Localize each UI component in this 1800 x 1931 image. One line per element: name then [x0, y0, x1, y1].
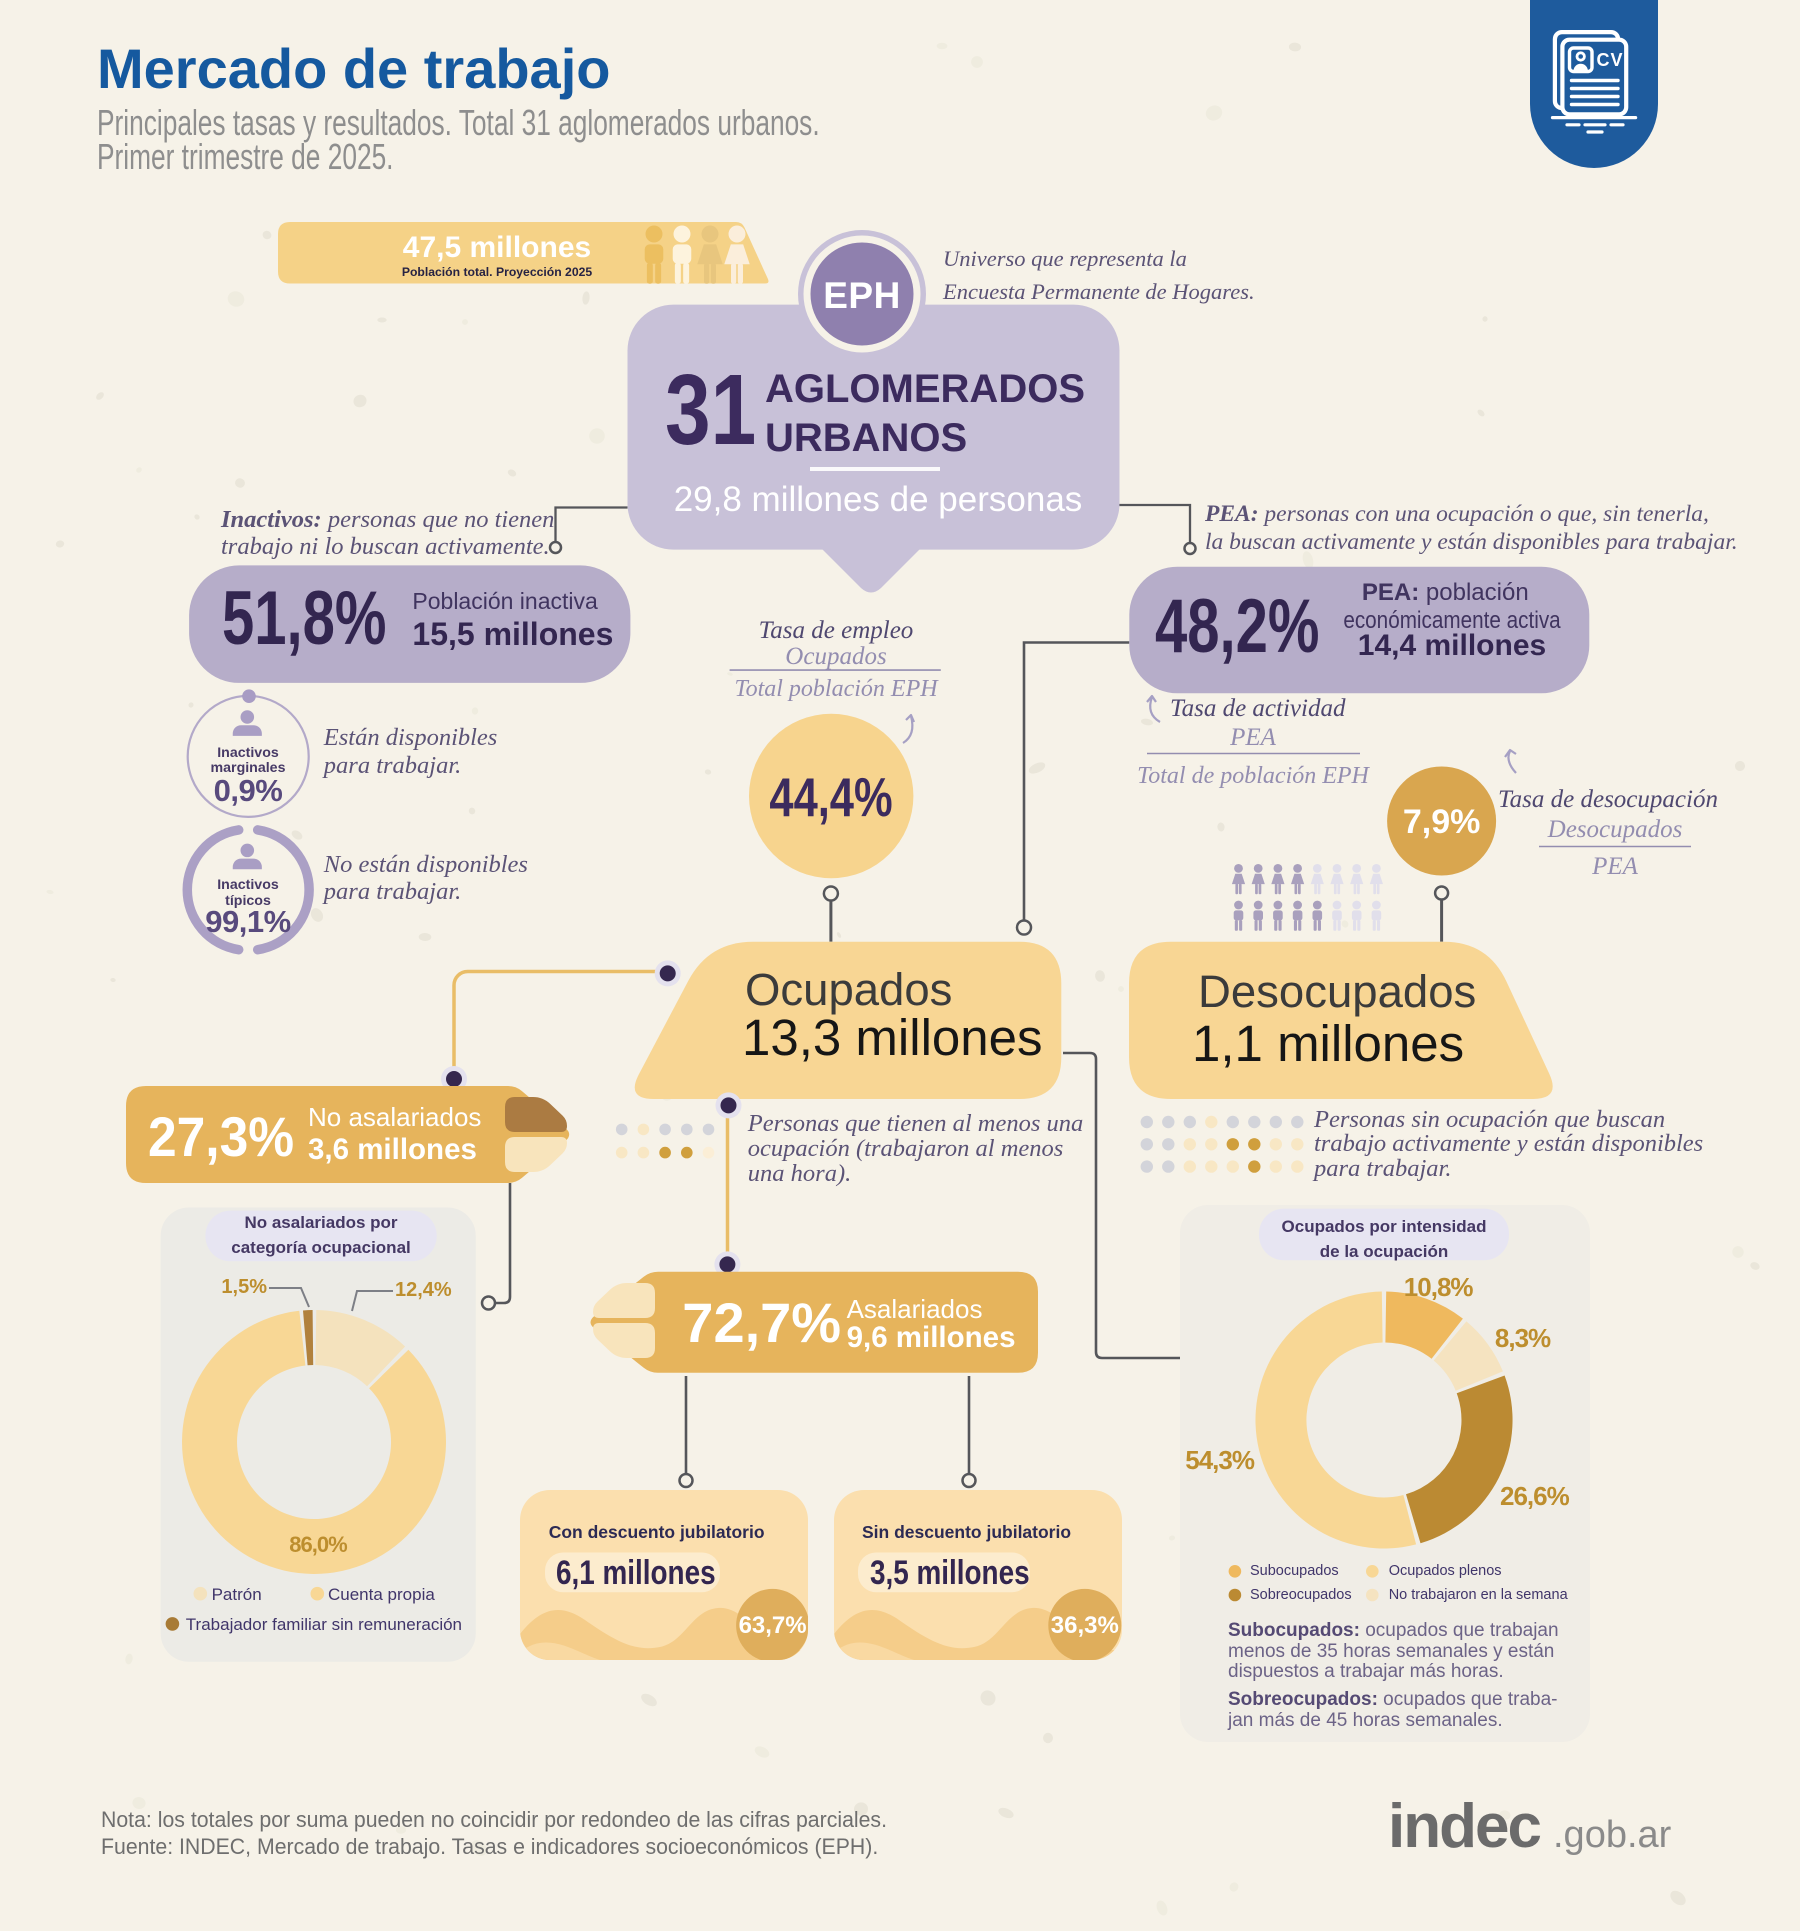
svg-text:CV: CV — [1596, 50, 1623, 70]
